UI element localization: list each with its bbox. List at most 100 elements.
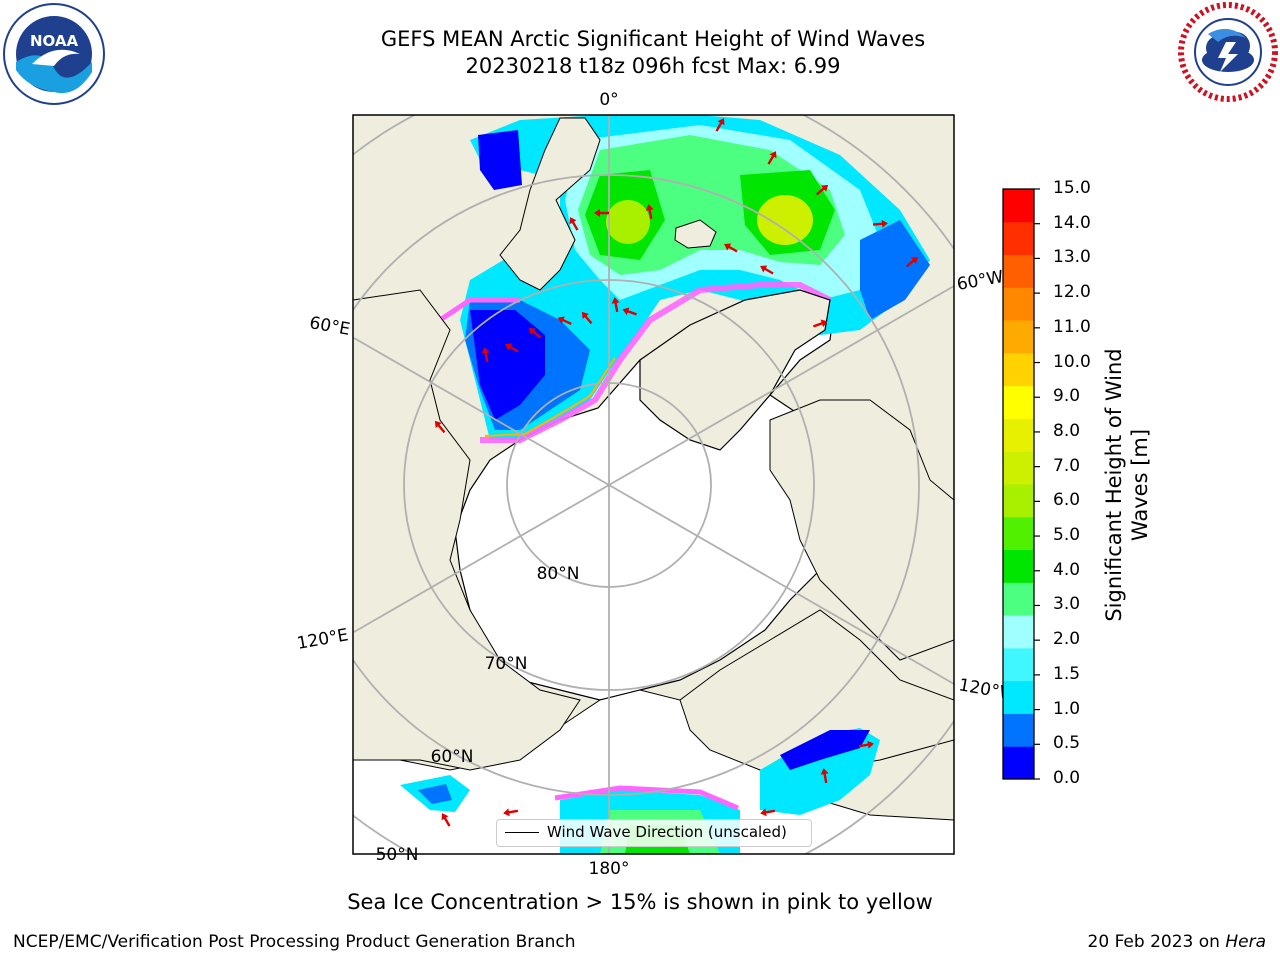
sea-ice-caption: Sea Ice Concentration > 15% is shown in …: [347, 890, 933, 914]
colorbar-segment: [1003, 418, 1034, 452]
noaa-logo-text: NOAA: [30, 32, 79, 50]
date-stamp: 20 Feb 2023 on Hera: [1088, 932, 1266, 952]
colorbar-tick-label: 3.0: [1053, 594, 1081, 615]
colorbar-segment: [1003, 516, 1034, 551]
colorbar-tick-label: 5.0: [1053, 525, 1081, 546]
colorbar-ticks: [1034, 188, 1040, 780]
lat-label-80n: 80°N: [537, 564, 580, 584]
graticule: [353, 115, 954, 854]
chart-subtitle: 20230218 t18z 096h fcst Max: 6.99: [465, 54, 841, 78]
wind-wave-arrow-icon: [611, 297, 620, 313]
lat-label-70n: 70°N: [485, 654, 528, 674]
wind-wave-arrows: [434, 118, 919, 827]
colorbar-tick-label: 1.0: [1053, 698, 1081, 719]
colorbar-tick-label: 15.0: [1053, 178, 1091, 198]
colorbar-tick-label: 0.5: [1053, 733, 1081, 754]
lon-label-60w: 60°W: [955, 267, 1005, 295]
colorbar-segment: [1003, 647, 1034, 682]
wind-wave-arrow-icon: [813, 319, 828, 328]
lon-label-180: 180°: [589, 859, 630, 879]
colorbar-segment: [1003, 713, 1034, 747]
colorbar-tick-label: 0.0: [1053, 768, 1081, 788]
map-frame: [352, 114, 955, 855]
colorbar-segment: [1003, 320, 1034, 354]
wind-wave-arrow-icon: [622, 307, 637, 316]
legend-label: Wind Wave Direction (unscaled): [547, 823, 787, 841]
meridian-60w: [608, 285, 954, 486]
colorbar-label: Significant Height of Wind Waves [m]: [1102, 348, 1152, 622]
alaska: [679, 609, 954, 771]
pacific-wave-blue: [780, 730, 870, 770]
legend: Wind Wave Direction (unscaled): [496, 819, 812, 847]
meridian-120w: [608, 484, 954, 685]
wind-wave-arrow-icon: [594, 209, 609, 217]
colorbar-segment: [1003, 746, 1034, 780]
wave-blue-band: [860, 220, 930, 320]
okhotsk-wave: [418, 784, 452, 804]
wind-wave-arrow-icon: [481, 347, 490, 363]
wind-wave-arrow-icon: [569, 217, 579, 231]
colorbar-tick-label: 2.0: [1053, 629, 1081, 650]
colorbar-segment: [1003, 189, 1034, 223]
colorbar-segment: [1003, 680, 1034, 714]
lon-label-60e: 60°E: [308, 313, 352, 340]
wave-max-core: [757, 195, 813, 245]
lon-label-0: 0°: [599, 90, 618, 110]
wind-wave-arrow-icon: [760, 265, 774, 275]
colorbar-tick-label: 1.5: [1053, 663, 1081, 684]
colorbar-segment: [1003, 254, 1034, 288]
colorbar-segment: [1003, 352, 1034, 387]
legend-line-icon: [505, 832, 539, 833]
colorbar-frame: [1002, 188, 1035, 780]
colorbar-tick-label: 6.0: [1053, 490, 1081, 511]
colorbar-tick-label: 9.0: [1053, 386, 1081, 407]
meridian-120e: [353, 484, 610, 633]
colorbar-tick-label: 7.0: [1053, 455, 1081, 476]
map-area: [353, 115, 954, 854]
colorbar-segment: [1003, 221, 1034, 256]
greenland: [639, 289, 831, 451]
colorbar-tick-label: 4.0: [1053, 559, 1081, 580]
colorbar-tick-label: 11.0: [1053, 316, 1091, 337]
lat-label-50n: 50°N: [376, 845, 419, 865]
credit-text: NCEP/EMC/Verification Post Processing Pr…: [13, 932, 576, 952]
wind-wave-arrow-icon: [505, 343, 519, 353]
wind-wave-arrow-icon: [528, 327, 542, 339]
colorbar-segment: [1003, 484, 1034, 518]
wind-wave-arrow-icon: [820, 768, 829, 784]
colorbar-segment: [1003, 615, 1034, 649]
colorbar-tick-label: 12.0: [1053, 282, 1091, 303]
noaa-logo: NOAA: [3, 3, 105, 105]
wind-wave-arrow-icon: [905, 256, 919, 268]
wind-wave-arrow-icon: [767, 151, 777, 165]
lon-label-120e: 120°E: [295, 625, 349, 654]
wind-wave-arrow-icon: [581, 311, 593, 325]
wind-wave-arrow-icon: [760, 808, 776, 817]
wind-wave-arrow-icon: [815, 184, 829, 196]
host-name: Hera: [1225, 932, 1266, 952]
iceland: [674, 219, 717, 249]
colorbar-tick-label: 8.0: [1053, 420, 1081, 441]
wind-wave-arrow-icon: [557, 316, 572, 326]
wind-wave-arrow-icon: [434, 420, 446, 434]
colorbar-segment: [1003, 549, 1034, 583]
meridian-60e: [353, 337, 610, 486]
wave-blue-deep: [470, 310, 545, 420]
colorbar-tick-label: 14.0: [1053, 212, 1091, 233]
sea-ice-edge: [480, 282, 832, 443]
wind-wave-arrow-icon: [441, 813, 451, 827]
date-text: 20 Feb 2023 on: [1087, 932, 1226, 952]
colorbar-segment: [1003, 287, 1034, 321]
wind-wave-arrow-icon: [715, 118, 725, 132]
siberia: [353, 289, 581, 771]
canadian-archipelago: [769, 399, 954, 661]
lat-label-60n: 60°N: [431, 747, 474, 767]
nws-logo: [1178, 2, 1278, 102]
wind-wave-arrow-icon: [645, 204, 654, 220]
colorbar-segment: [1003, 451, 1034, 485]
colorbar-tick-label: 13.0: [1053, 247, 1091, 268]
chart-title: GEFS MEAN Arctic Significant Height of W…: [380, 27, 926, 51]
colorbar-segment: [1003, 582, 1034, 616]
wind-wave-arrow-icon: [503, 808, 519, 817]
